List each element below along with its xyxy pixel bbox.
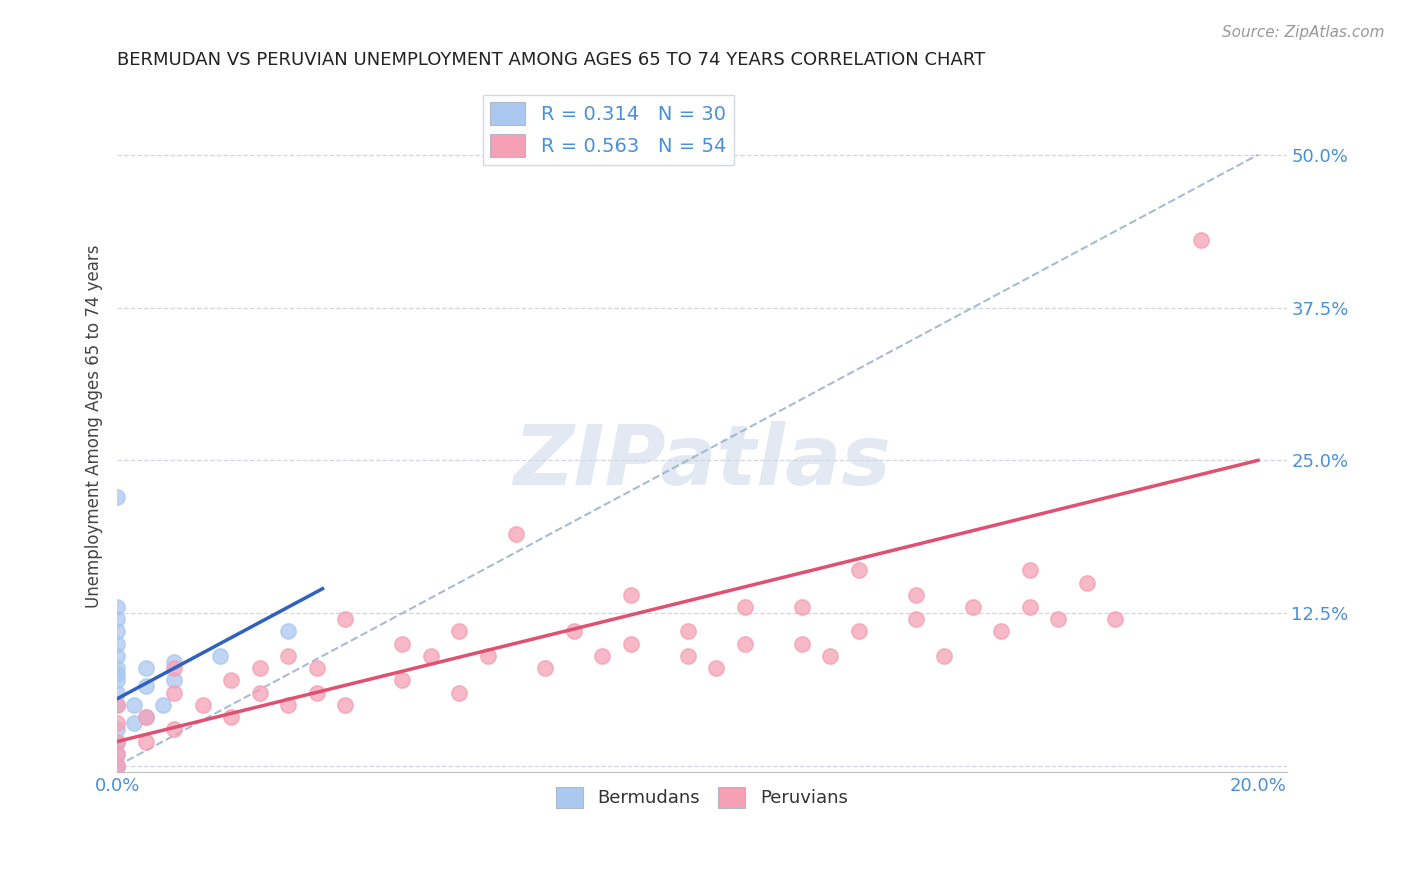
Point xyxy=(105,759,128,773)
Point xyxy=(105,698,128,712)
Text: BERMUDAN VS PERUVIAN UNEMPLOYMENT AMONG AGES 65 TO 74 YEARS CORRELATION CHART: BERMUDAN VS PERUVIAN UNEMPLOYMENT AMONG … xyxy=(117,51,986,69)
Point xyxy=(591,648,613,663)
Point xyxy=(105,759,128,773)
Text: ZIPatlas: ZIPatlas xyxy=(513,421,891,501)
Point xyxy=(249,685,271,699)
Point xyxy=(105,716,128,731)
Point xyxy=(105,624,128,639)
Legend: Bermudans, Peruvians: Bermudans, Peruvians xyxy=(548,780,855,815)
Point xyxy=(135,710,157,724)
Point xyxy=(848,563,870,577)
Point xyxy=(790,637,813,651)
Point xyxy=(135,661,157,675)
Point xyxy=(990,624,1012,639)
Point xyxy=(249,661,271,675)
Point xyxy=(277,648,299,663)
Point xyxy=(449,624,471,639)
Point xyxy=(934,648,956,663)
Point xyxy=(704,661,727,675)
Point xyxy=(1047,612,1070,626)
Point xyxy=(152,698,174,712)
Point xyxy=(135,734,157,748)
Point xyxy=(305,661,328,675)
Point xyxy=(105,759,128,773)
Point xyxy=(163,723,186,737)
Point xyxy=(1189,233,1212,247)
Point xyxy=(1076,575,1098,590)
Point xyxy=(105,759,128,773)
Point xyxy=(477,648,499,663)
Point xyxy=(163,673,186,688)
Point xyxy=(105,673,128,688)
Point xyxy=(105,734,128,748)
Point xyxy=(208,648,231,663)
Point xyxy=(790,600,813,615)
Point xyxy=(105,759,128,773)
Point xyxy=(619,637,641,651)
Point xyxy=(135,710,157,724)
Point xyxy=(562,624,585,639)
Point xyxy=(124,716,146,731)
Point xyxy=(277,624,299,639)
Point xyxy=(419,648,441,663)
Point xyxy=(105,734,128,748)
Point xyxy=(105,648,128,663)
Point xyxy=(505,526,527,541)
Point xyxy=(335,698,357,712)
Point xyxy=(904,612,927,626)
Point xyxy=(534,661,557,675)
Point xyxy=(163,661,186,675)
Point xyxy=(105,637,128,651)
Y-axis label: Unemployment Among Ages 65 to 74 years: Unemployment Among Ages 65 to 74 years xyxy=(86,245,103,608)
Point xyxy=(305,685,328,699)
Point xyxy=(335,612,357,626)
Point xyxy=(191,698,214,712)
Point xyxy=(105,612,128,626)
Point xyxy=(904,588,927,602)
Point xyxy=(962,600,984,615)
Point xyxy=(734,637,756,651)
Point xyxy=(848,624,870,639)
Point xyxy=(818,648,841,663)
Point xyxy=(734,600,756,615)
Point xyxy=(105,667,128,681)
Point xyxy=(1018,563,1040,577)
Point xyxy=(105,661,128,675)
Point xyxy=(219,673,242,688)
Point xyxy=(163,655,186,669)
Point xyxy=(124,698,146,712)
Point xyxy=(135,680,157,694)
Point xyxy=(105,600,128,615)
Point xyxy=(391,673,413,688)
Point xyxy=(219,710,242,724)
Point xyxy=(105,759,128,773)
Point xyxy=(105,698,128,712)
Point xyxy=(676,624,699,639)
Text: Source: ZipAtlas.com: Source: ZipAtlas.com xyxy=(1222,25,1385,40)
Point xyxy=(105,747,128,761)
Point xyxy=(676,648,699,663)
Point xyxy=(1104,612,1126,626)
Point xyxy=(105,759,128,773)
Point xyxy=(619,588,641,602)
Point xyxy=(391,637,413,651)
Point xyxy=(105,747,128,761)
Point xyxy=(277,698,299,712)
Point xyxy=(163,685,186,699)
Point xyxy=(1018,600,1040,615)
Point xyxy=(105,490,128,504)
Point xyxy=(105,685,128,699)
Point xyxy=(449,685,471,699)
Point xyxy=(105,723,128,737)
